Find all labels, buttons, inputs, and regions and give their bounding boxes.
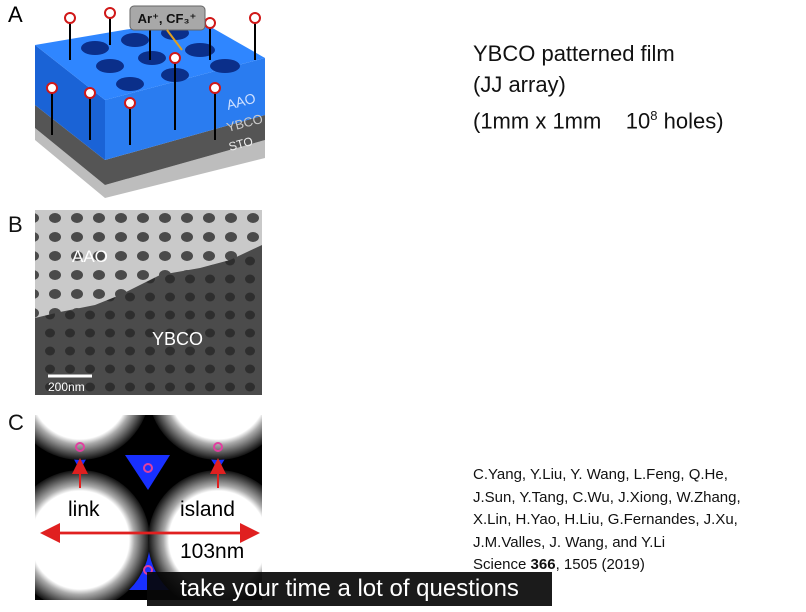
- journal: Science: [473, 556, 527, 573]
- authors: C.Yang, Y.Liu, Y. Wang, L.Feng, Q.He,: [473, 466, 728, 483]
- dimension-label: 103nm: [180, 540, 244, 563]
- heading: YBCO patterned film (JJ array) (1mm x 1m…: [473, 38, 724, 136]
- region-label: link: [68, 498, 100, 521]
- citation: Science 366, 1505 (2019): [473, 554, 741, 577]
- heading-line: (1mm x 1mm 108 holes): [473, 100, 724, 136]
- panel-label: C: [8, 410, 24, 435]
- schematic: [35, 415, 262, 600]
- reference: C.Yang, Y.Liu, Y. Wang, L.Feng, Q.He, J.…: [473, 464, 741, 577]
- heading-line: YBCO patterned film: [473, 41, 675, 66]
- authors: J.M.Valles, J. Wang, and Y.Li: [473, 533, 666, 551]
- sto-layer: [35, 128, 265, 198]
- exponent: 8: [650, 108, 658, 123]
- heading-line: (JJ array): [473, 72, 566, 97]
- ybco-layer: [35, 105, 265, 185]
- aao-side: [105, 58, 265, 160]
- authors: J.Sun, Y.Tang, C.Wu, J.Xiong, W.Zhang,: [473, 488, 741, 506]
- region-label: AAO: [72, 247, 108, 266]
- pages: , 1505 (2019): [555, 556, 645, 573]
- authors: X.Lin, H.Yao, H.Liu, G.Fernandes, J.Xu,: [473, 511, 738, 528]
- scale-label: 200nm: [48, 380, 85, 394]
- region-label: island: [180, 498, 235, 521]
- text: holes): [663, 108, 724, 134]
- pointer: [166, 29, 183, 51]
- ion-arrows: [51, 15, 256, 145]
- text: 10: [625, 108, 651, 134]
- aao-region: [35, 210, 262, 318]
- volume: 366: [530, 556, 556, 573]
- holes: [81, 26, 240, 91]
- layer-label: STO: [227, 134, 254, 154]
- figure: A Ar⁺, CF₃⁺ AAO YBCO STO B AAO YBCO 200n…: [8, 2, 265, 600]
- subtitle: take your time a lot of questions: [147, 572, 552, 606]
- text: (1mm x 1mm: [473, 108, 602, 134]
- panel-label: B: [8, 212, 23, 237]
- region-label: YBCO: [152, 329, 203, 349]
- aao-front: [35, 45, 105, 160]
- layer-label: AAO: [225, 90, 258, 113]
- ion-label: Ar⁺, CF₃⁺: [138, 11, 197, 26]
- panel-label: A: [8, 2, 23, 27]
